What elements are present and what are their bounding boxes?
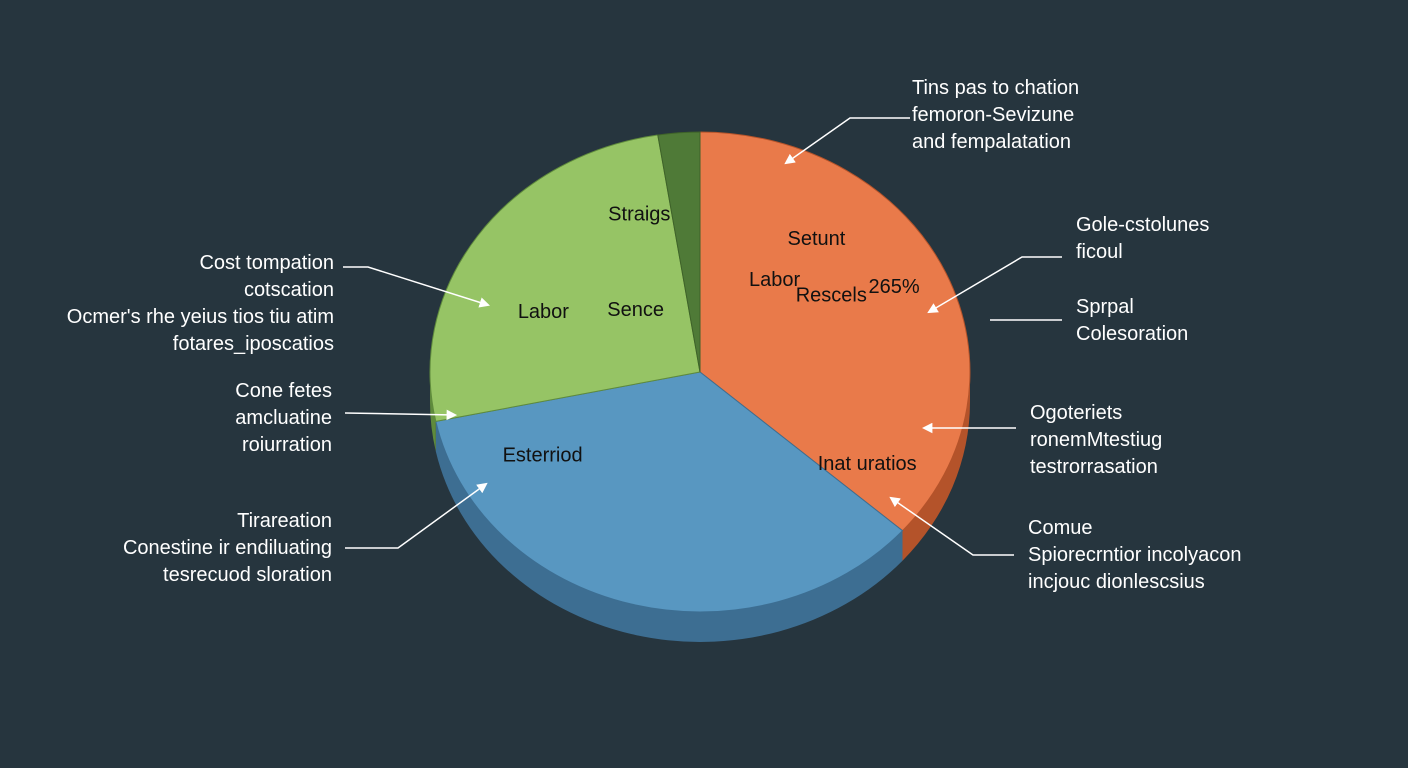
pie-slice-dark-green: [657, 131, 701, 373]
callout-line: Ogoteriets: [1030, 402, 1123, 424]
callout-line: femoron-Sevizune: [912, 104, 1075, 126]
callout-right-3: Ogoteriets ronemMtestiug testrorrasation: [1030, 400, 1162, 481]
leader-line-5: [343, 266, 491, 308]
callout-right-2: Sprpal Colesoration: [1076, 294, 1188, 348]
callout-right-0: Tins pas to chation femoron-Sevizune and f…: [912, 75, 1079, 156]
callout-line: Gole-cstolunes: [1076, 214, 1210, 236]
slice-label-green-1: Sence: [607, 299, 664, 321]
callout-line: amcluatine: [235, 407, 332, 429]
callout-left-7: Tirareation Conestine ir endiluating tesre…: [123, 508, 332, 589]
callout-line: cotscation: [243, 279, 334, 301]
callout-line: Cone fetes: [235, 380, 332, 402]
callout-left-6: Cone fetes amcluatine roiurration: [235, 378, 332, 459]
leader-lines: [343, 117, 1062, 556]
callout-line: Comue: [1028, 517, 1093, 539]
pie-side-orange: [902, 372, 970, 561]
pie-side-green: [430, 372, 436, 452]
slice-label-orange-3: 265%: [869, 276, 920, 298]
callout-line: Ocmer's rhe yeius tios tiu atim: [66, 306, 334, 328]
callout-right-1: Gole-cstolunes ficoul: [1076, 212, 1209, 266]
callout-line: Sprpal: [1076, 296, 1134, 318]
slice-label-blue-0: Esterriod: [503, 444, 583, 466]
pie-slice-blue: [435, 371, 904, 613]
callout-line: Tirareation: [237, 510, 332, 532]
pie-body: [429, 131, 971, 642]
slice-label-green-0: Straigs: [608, 204, 670, 226]
leader-line-4: [889, 496, 1014, 556]
leader-line-1: [927, 256, 1062, 314]
leader-line-0: [784, 117, 910, 165]
callout-line: Cost tompation: [199, 252, 334, 274]
callout-line: roiurration: [241, 434, 332, 456]
callout-right-4: Comue Spiorecrntior incolyacon incjouc dio…: [1028, 515, 1241, 596]
callout-line: Tins pas to chation: [912, 77, 1080, 99]
callout-line: Conestine ir endiluating: [122, 537, 332, 559]
slice-label-orange-0: Rescels: [796, 284, 867, 306]
callout-line: ronemMtestiug: [1030, 429, 1163, 451]
slice-label-blue-1: Inat uratios: [818, 453, 917, 475]
callout-line: and fempalatation: [912, 131, 1072, 153]
leader-line-7: [345, 482, 488, 549]
callout-left-5: Cost tompation cotscation Ocmer's rhe yeiu…: [67, 250, 334, 358]
callout-line: tesrecuod sloration: [163, 564, 332, 586]
callout-line: fotares_iposcatios: [172, 333, 334, 355]
leader-line-6: [344, 409, 458, 421]
pie-slice-green: [429, 134, 701, 422]
slice-label-orange-2: Setunt: [787, 228, 845, 250]
slice-labels: RescelsLaborSetunt265%StraigsSenceLaborE…: [503, 204, 920, 475]
callout-line: Colesoration: [1076, 323, 1189, 345]
callout-line: Spiorecrntior incolyacon: [1028, 544, 1242, 566]
slice-label-orange-1: Labor: [749, 269, 800, 291]
callout-line: incjouc dionlescsius: [1028, 571, 1205, 593]
callout-line: testrorrasation: [1030, 456, 1158, 478]
pie-side-blue: [435, 421, 903, 642]
pie-slice-orange: [699, 131, 971, 532]
callout-line: ficoul: [1076, 241, 1123, 263]
slice-label-green-2: Labor: [518, 301, 569, 323]
